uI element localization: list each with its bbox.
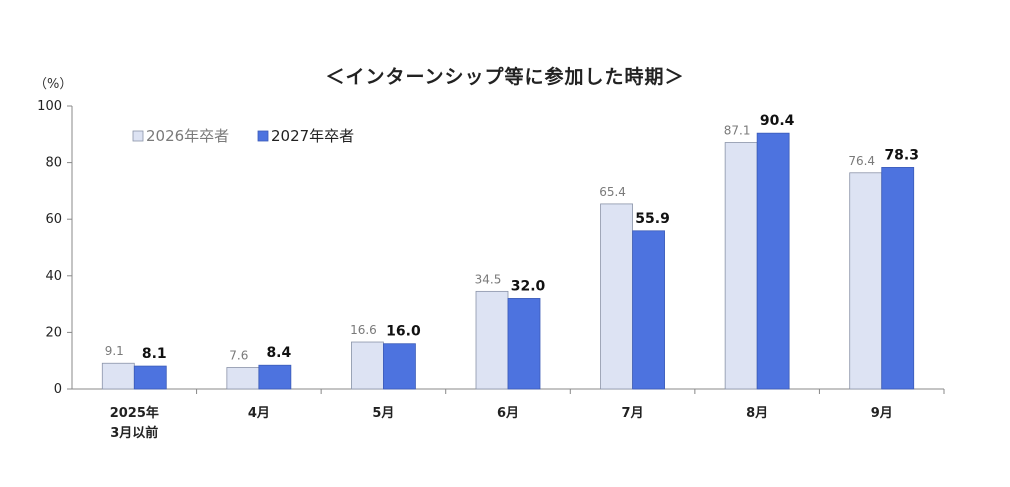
- data-label: 9.1: [105, 344, 124, 358]
- y-tick-label: 0: [54, 382, 62, 397]
- data-label: 90.4: [760, 113, 795, 129]
- data-label: 78.3: [884, 147, 919, 163]
- x-tick-label: 2025年: [110, 405, 159, 421]
- x-tick-label: 3月以前: [110, 425, 158, 441]
- bar-series-2026: [600, 203, 633, 390]
- data-label: 34.5: [475, 272, 502, 286]
- legend-swatch: [257, 130, 269, 142]
- y-tick-label: 60: [45, 212, 62, 227]
- x-tick-label: 4月: [248, 406, 270, 421]
- legend-label: 2027年卒者: [271, 127, 354, 145]
- data-label: 7.6: [229, 348, 248, 362]
- bar-series-2026: [351, 341, 384, 390]
- x-tick-label: 5月: [372, 406, 394, 421]
- x-tick-label: 8月: [746, 406, 768, 421]
- legend-label: 2026年卒者: [146, 127, 229, 145]
- data-label: 8.4: [266, 345, 291, 361]
- bar-series-2027: [133, 365, 167, 390]
- bar-series-2026: [101, 362, 135, 390]
- bar-series-2026: [724, 142, 758, 390]
- y-axis-unit-label: （%）: [34, 77, 73, 92]
- data-label: 16.0: [386, 324, 421, 340]
- bar-series-2026: [475, 290, 509, 390]
- y-tick-label: 80: [45, 156, 62, 171]
- x-tick-label: 6月: [497, 406, 519, 421]
- data-label: 8.1: [142, 346, 167, 362]
- bar-series-2027: [881, 167, 915, 390]
- bar-series-2027: [258, 364, 292, 390]
- y-tick-label: 100: [37, 99, 62, 114]
- x-tick-label: 9月: [871, 406, 893, 421]
- bar-series-2026: [849, 172, 883, 390]
- data-label: 16.6: [350, 323, 377, 337]
- data-label: 87.1: [724, 124, 751, 138]
- bar-series-2027: [383, 343, 416, 390]
- data-label: 65.4: [599, 185, 626, 199]
- chart-title: ＜インターンシップ等に参加した時期＞: [325, 66, 685, 88]
- legend-swatch: [132, 130, 144, 142]
- data-label: 76.4: [848, 154, 875, 168]
- data-label: 32.0: [511, 278, 546, 294]
- x-tick-label: 7月: [622, 406, 644, 421]
- bar-series-2027: [756, 132, 790, 390]
- bar-series-2027: [507, 298, 541, 390]
- bar-series-2026: [226, 367, 260, 390]
- bar-series-2027: [632, 230, 665, 390]
- y-tick-label: 20: [45, 325, 62, 340]
- y-tick-label: 40: [45, 269, 62, 284]
- data-label: 55.9: [635, 211, 670, 227]
